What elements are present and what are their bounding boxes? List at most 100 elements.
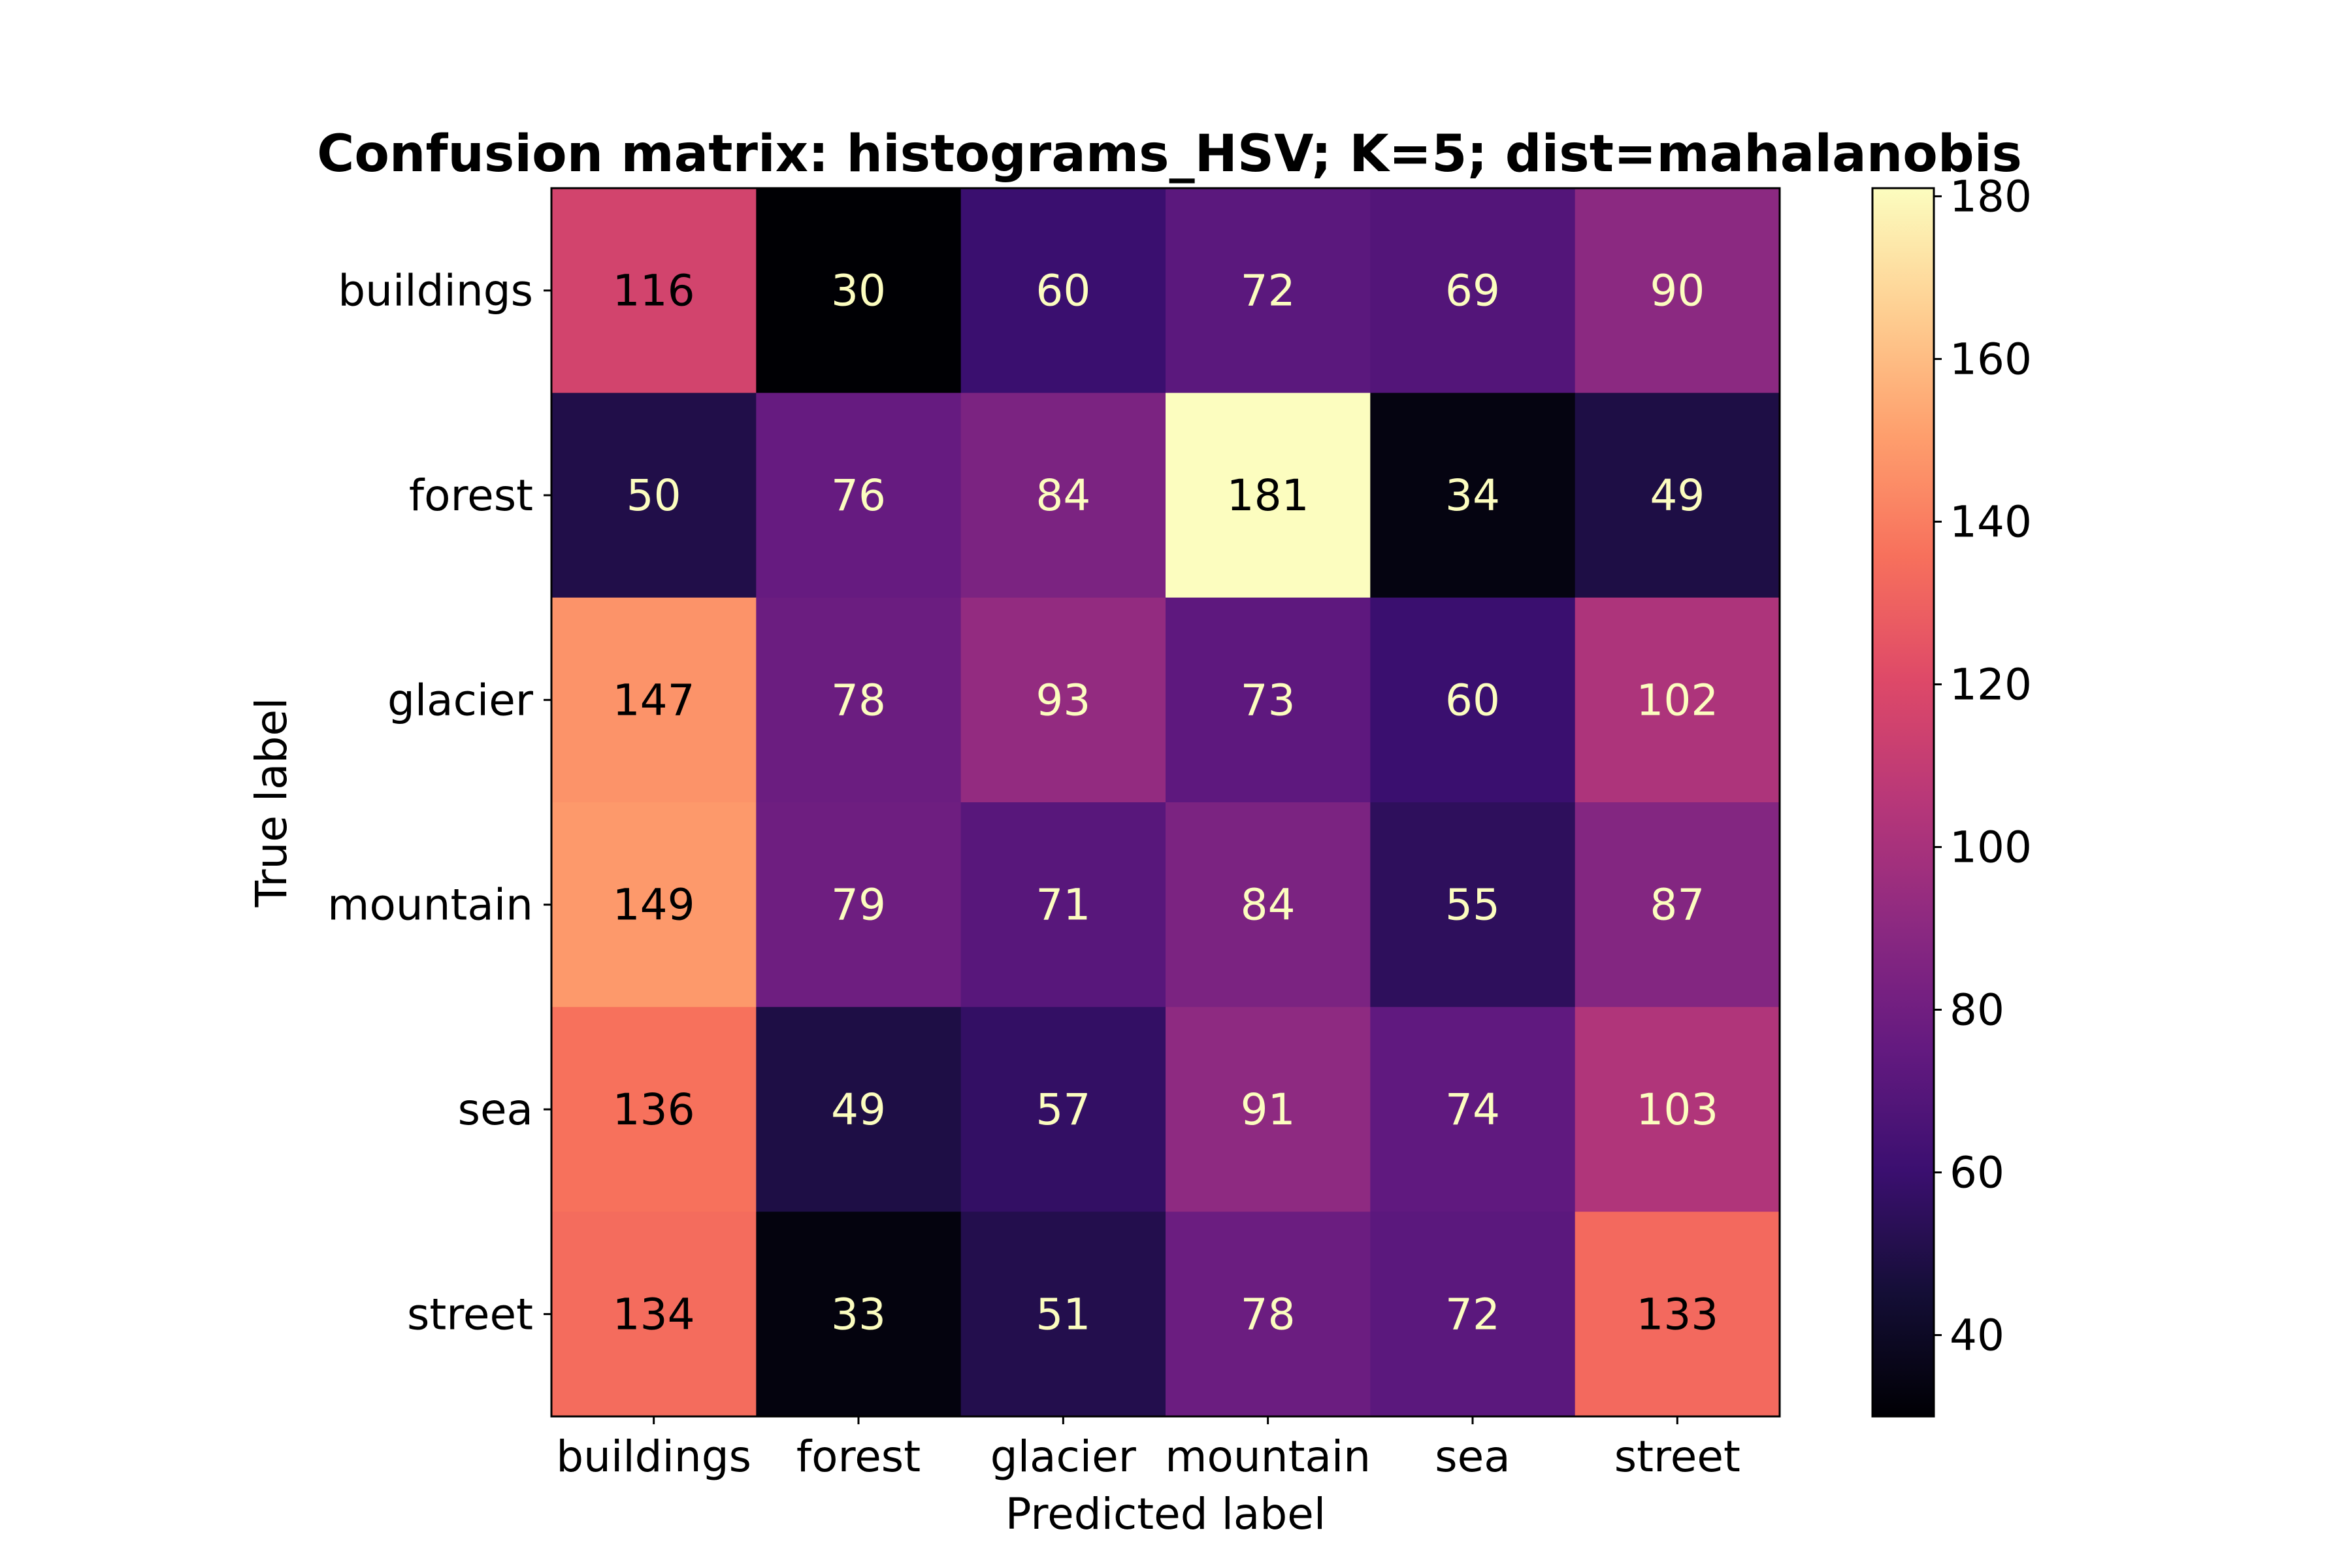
heatmap-cell <box>1370 1007 1576 1213</box>
cell-value-label: 84 <box>1036 470 1090 521</box>
heatmap-cell <box>960 802 1166 1007</box>
cell-value-label: 93 <box>1036 675 1090 725</box>
heatmap-cell-labels: 116 30 60 72 69 90 50 76 84 181 34 49 147 78 93 73 60 102… <box>613 266 1719 1340</box>
heatmap-cell <box>756 188 962 393</box>
heatmap-cell <box>1166 1007 1371 1213</box>
cell-value-label: 49 <box>1650 470 1705 521</box>
cell-value-label: 30 <box>831 266 886 316</box>
heatmap-cell <box>756 1007 962 1213</box>
heatmap-cell <box>756 802 962 1007</box>
heatmap-cell <box>1166 393 1371 598</box>
heatmap-cell <box>551 393 757 598</box>
cell-value-label: 57 <box>1036 1085 1090 1135</box>
cell-value-label: 51 <box>1036 1289 1090 1339</box>
heatmap-cell <box>551 802 757 1007</box>
y-tick-label: street <box>407 1289 533 1339</box>
cell-value-label: 72 <box>1241 266 1296 316</box>
heatmap-cell <box>551 1007 757 1213</box>
heatmap-cell <box>1575 597 1780 803</box>
heatmap-cell <box>1166 1211 1371 1417</box>
cell-value-label: 87 <box>1650 880 1705 930</box>
cell-value-label: 69 <box>1445 266 1500 316</box>
x-tick-label: forest <box>796 1431 921 1482</box>
colorbar-tick-label: 160 <box>1950 334 2032 384</box>
cell-value-label: 84 <box>1241 880 1296 930</box>
cell-value-label: 55 <box>1445 880 1500 930</box>
heatmap-cells <box>551 188 1780 1417</box>
y-tick-label: mountain <box>327 880 533 930</box>
cell-value-label: 91 <box>1241 1085 1296 1135</box>
y-tick-label: buildings <box>338 266 533 316</box>
heatmap-cell <box>1575 802 1780 1007</box>
x-axis-label: Predicted label <box>1005 1489 1326 1539</box>
heatmap-cell <box>1370 1211 1576 1417</box>
cell-value-label: 133 <box>1636 1289 1718 1339</box>
heatmap-cell <box>960 188 1166 393</box>
chart-title: Confusion matrix: histograms_HSV; K=5; d… <box>317 125 2022 184</box>
heatmap-cell <box>551 1211 757 1417</box>
heatmap-cell <box>551 597 757 803</box>
colorbar-tick-label: 120 <box>1950 659 2032 710</box>
y-tick-label: forest <box>409 470 533 521</box>
heatmap-cell <box>1370 597 1576 803</box>
cell-value-label: 74 <box>1445 1085 1500 1135</box>
colorbar-tick-label: 40 <box>1950 1310 2004 1360</box>
cell-value-label: 102 <box>1636 675 1718 725</box>
y-axis-ticks: buildings forest glacier mountain sea street <box>327 266 551 1339</box>
cell-value-label: 78 <box>831 675 886 725</box>
colorbar-tick-label: 60 <box>1950 1147 2004 1198</box>
heatmap-cell <box>1370 802 1576 1007</box>
cell-value-label: 149 <box>613 880 695 930</box>
cell-value-label: 78 <box>1241 1289 1296 1339</box>
cell-value-label: 147 <box>613 675 695 725</box>
plot-frame <box>550 187 1781 1418</box>
heatmap-cell <box>960 1007 1166 1213</box>
heatmap-cell <box>960 597 1166 803</box>
heatmap-cell <box>1370 188 1576 393</box>
cell-value-label: 60 <box>1445 675 1500 725</box>
y-axis-label: True label <box>246 698 297 908</box>
cell-value-label: 50 <box>627 470 681 521</box>
colorbar-tick-label: 140 <box>1950 497 2032 547</box>
colorbar-ticks: 40 60 80 100 120 140 160 180 <box>1934 171 2032 1360</box>
cell-value-label: 136 <box>613 1085 695 1135</box>
cell-value-label: 103 <box>1636 1085 1718 1135</box>
x-tick-label: street <box>1614 1431 1740 1482</box>
colorbar <box>1871 187 1935 1418</box>
heatmap-cell <box>756 597 962 803</box>
heatmap-cell <box>1370 393 1576 598</box>
cell-value-label: 71 <box>1036 880 1090 930</box>
x-tick-label: glacier <box>990 1431 1137 1482</box>
heatmap-cell <box>1575 393 1780 598</box>
x-tick-label: mountain <box>1165 1431 1371 1482</box>
cell-value-label: 33 <box>831 1289 886 1339</box>
cell-value-label: 90 <box>1650 266 1705 316</box>
heatmap-cell <box>1166 597 1371 803</box>
cell-value-label: 34 <box>1445 470 1500 521</box>
x-tick-label: buildings <box>556 1431 751 1482</box>
cell-value-label: 134 <box>613 1289 695 1339</box>
cell-value-label: 76 <box>831 470 886 521</box>
heatmap-cell <box>960 1211 1166 1417</box>
y-tick-label: sea <box>458 1085 533 1135</box>
cell-value-label: 60 <box>1036 266 1090 316</box>
heatmap-cell <box>756 393 962 598</box>
cell-value-label: 116 <box>613 266 695 316</box>
x-axis-ticks: buildings forest glacier mountain sea street <box>556 1416 1740 1482</box>
heatmap-cell <box>551 188 757 393</box>
heatmap-cell <box>1575 1007 1780 1213</box>
cell-value-label: 72 <box>1445 1289 1500 1339</box>
cell-value-label: 79 <box>831 880 886 930</box>
colorbar-tick-label: 80 <box>1950 985 2004 1035</box>
x-tick-label: sea <box>1435 1431 1510 1482</box>
heatmap-cell <box>756 1211 962 1417</box>
colorbar-tick-label: 100 <box>1950 822 2032 872</box>
heatmap-cell <box>1575 1211 1780 1417</box>
cell-value-label: 49 <box>831 1085 886 1135</box>
heatmap-cell <box>960 393 1166 598</box>
cell-value-label: 181 <box>1227 470 1309 521</box>
cell-value-label: 73 <box>1241 675 1296 725</box>
heatmap-cell <box>1166 802 1371 1007</box>
heatmap-cell <box>1166 188 1371 393</box>
